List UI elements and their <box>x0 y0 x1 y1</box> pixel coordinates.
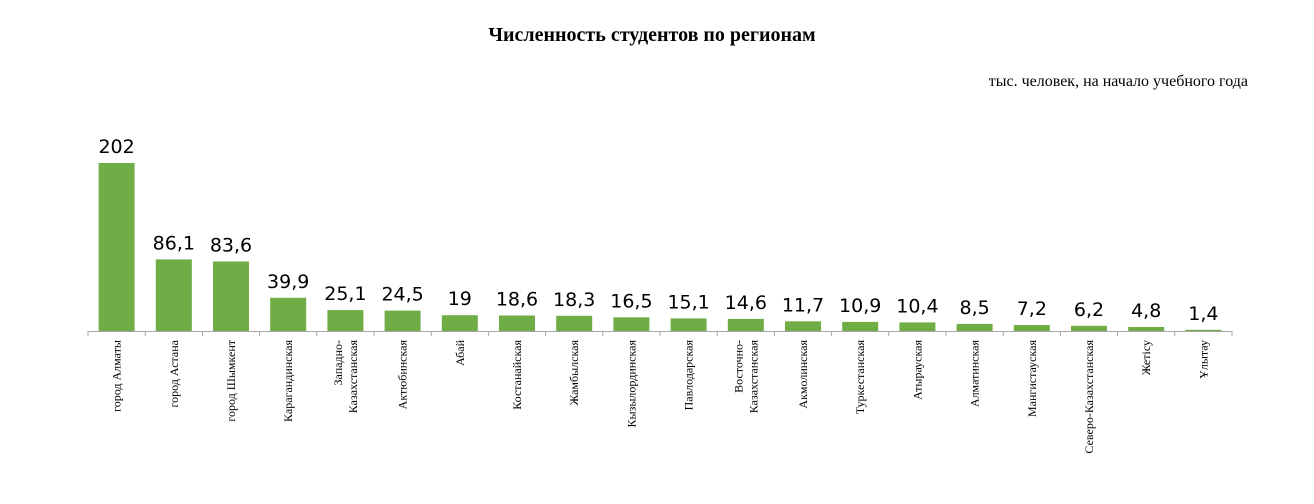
bar <box>556 315 593 331</box>
category-label-line: Ұлытау <box>1196 340 1210 379</box>
unit-note: тыс. человек, на начало учебного года <box>989 73 1248 90</box>
category-label-line: Северо-Казахстанская <box>1082 340 1096 454</box>
bar <box>1071 325 1107 331</box>
bar <box>270 297 307 331</box>
data-label: 7,2 <box>1017 298 1047 320</box>
data-label: 16,5 <box>610 290 652 312</box>
bar <box>1185 329 1222 331</box>
bar <box>499 315 535 331</box>
category-label-line: Алматинская <box>968 340 982 408</box>
category-label: Абай <box>453 339 467 365</box>
category-label-line: город Шымкент <box>224 339 238 421</box>
category-label: Жамбылская <box>567 340 581 406</box>
category-label: Туркестанская <box>853 340 867 415</box>
category-label-line: Жамбылская <box>567 340 581 406</box>
data-label: 6,2 <box>1074 299 1104 321</box>
bar <box>213 261 249 331</box>
bar <box>1013 325 1050 331</box>
bar <box>441 315 478 331</box>
data-label: 4,8 <box>1131 300 1161 322</box>
data-label: 1,4 <box>1188 303 1218 325</box>
bar <box>1128 327 1165 331</box>
data-label: 86,1 <box>153 232 195 254</box>
category-label: Северо-Казахстанская <box>1082 340 1096 454</box>
bar <box>727 318 764 331</box>
category-label-line: Акмолинская <box>796 340 810 409</box>
data-label: 8,5 <box>959 297 989 319</box>
data-label: 11,7 <box>782 294 824 316</box>
data-label: 18,3 <box>553 289 595 311</box>
category-label-line: Актюбинская <box>396 340 410 410</box>
data-label: 10,9 <box>839 295 881 317</box>
category-label: Восточно-Казахстанская <box>731 340 760 414</box>
category-label-line: Павлодарская <box>682 340 696 411</box>
bar <box>785 321 821 331</box>
data-label: 24,5 <box>381 284 423 306</box>
category-label-line: Туркестанская <box>853 340 867 415</box>
category-label: Жетісу <box>1139 340 1153 375</box>
category-label: Павлодарская <box>682 340 696 411</box>
data-label: 18,6 <box>496 289 538 311</box>
data-label: 14,6 <box>725 292 767 314</box>
bar <box>899 322 936 331</box>
data-label: 39,9 <box>267 271 309 293</box>
category-label-line: Казахстанская <box>346 340 360 414</box>
category-label-line: Абай <box>453 339 467 365</box>
category-label: Костанайская <box>510 340 524 410</box>
category-label-line: Восточно- <box>731 340 745 393</box>
chart-title: Численность студентов по регионам <box>488 24 815 46</box>
bar <box>384 310 421 331</box>
category-label-line: Западно- <box>331 340 345 385</box>
category-label: Карагандинская <box>281 340 295 422</box>
category-label-line: Мангистауская <box>1025 340 1039 417</box>
data-label: 83,6 <box>210 235 252 257</box>
bar <box>956 323 993 331</box>
category-label: город Астана <box>167 339 181 407</box>
category-label: Алматинская <box>968 340 982 408</box>
category-label-line: Казахстанская <box>746 340 760 414</box>
category-label: Мангистауская <box>1025 340 1039 417</box>
data-label: 10,4 <box>896 295 938 317</box>
category-label: Актюбинская <box>396 340 410 410</box>
category-label: город Алматы <box>110 340 124 412</box>
bar <box>155 259 192 331</box>
category-label-line: Костанайская <box>510 340 524 410</box>
category-label: Кызылординская <box>624 340 638 428</box>
category-label: Акмолинская <box>796 340 810 409</box>
category-label-line: Атырауская <box>910 340 924 400</box>
bar <box>98 163 135 331</box>
category-label: Западно-Казахстанская <box>331 340 360 414</box>
category-label: Ұлытау <box>1196 340 1210 379</box>
bar <box>670 318 707 331</box>
data-label: 15,1 <box>667 291 709 313</box>
data-label: 19 <box>448 288 472 310</box>
category-label: Атырауская <box>910 340 924 400</box>
category-label-line: Кызылординская <box>624 340 638 428</box>
category-label-line: Жетісу <box>1139 340 1153 375</box>
bar <box>327 310 364 331</box>
data-label: 25,1 <box>324 283 366 305</box>
bar <box>613 317 650 331</box>
category-label-line: город Алматы <box>110 340 124 412</box>
category-label: город Шымкент <box>224 339 238 421</box>
bar <box>842 321 879 331</box>
category-label-line: Карагандинская <box>281 340 295 422</box>
category-label-line: город Астана <box>167 339 181 407</box>
data-label: 202 <box>98 136 134 158</box>
